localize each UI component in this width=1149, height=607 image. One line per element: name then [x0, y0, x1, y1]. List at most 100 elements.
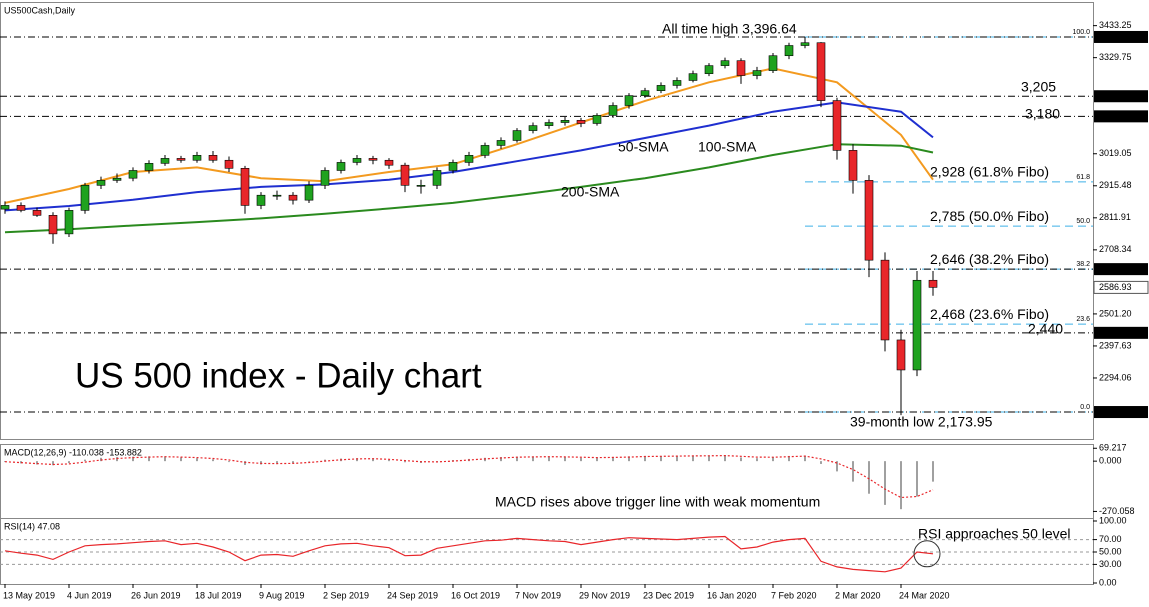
candle-body [560, 120, 570, 123]
macd-bar [52, 461, 54, 466]
candle-body [416, 185, 426, 187]
sma-line [4, 101, 934, 212]
candle-body [368, 158, 378, 161]
candle-body [784, 45, 794, 57]
y-tick-label: 0.00 [1099, 577, 1117, 587]
candle-body [752, 70, 762, 76]
y-tick-label: -270.058 [1099, 506, 1135, 516]
x-tick-label: 18 Jul 2019 [195, 590, 242, 600]
macd-bar [676, 455, 678, 462]
x-tick-label: 24 Mar 2020 [899, 590, 950, 600]
candle-body [320, 170, 330, 186]
level-label: 3140.00 [1099, 111, 1132, 121]
macd-bar [932, 461, 934, 482]
macd-bar [180, 457, 182, 462]
level-label: 2440.00 [1099, 327, 1132, 337]
level-label: 2183.95 [1099, 406, 1132, 416]
panel-title: RSI(14) 47.08 [4, 521, 60, 531]
candle-body [768, 55, 778, 71]
annotation: 3,205 [1021, 79, 1056, 95]
candle-body [160, 158, 170, 164]
candle-body [880, 259, 890, 341]
fibo-label: 2,785 (50.0% Fibo) [930, 208, 1049, 224]
candle-body [256, 194, 266, 206]
candle-body [640, 90, 650, 96]
candle-body [144, 163, 154, 171]
candle-body [80, 185, 90, 211]
macd-bar [212, 459, 214, 462]
candle-body [544, 122, 554, 126]
level-label: 2646.00 [1099, 264, 1132, 274]
signal-line [4, 454, 934, 499]
candle-body [224, 159, 234, 169]
panel-title: MACD(12,26,9) -110.038 -153.882 [4, 447, 142, 457]
candle-body [288, 194, 298, 201]
macd-bar [772, 457, 774, 462]
candle-body [0, 205, 10, 210]
macd-bar [900, 461, 902, 510]
candle-body [192, 155, 202, 161]
x-tick-label: 7 Feb 2020 [771, 590, 817, 600]
x-tick-label: 24 Sep 2019 [387, 590, 438, 600]
annotation: All time high 3,396.64 [662, 21, 797, 37]
macd-bar [244, 461, 246, 465]
x-tick-label: 29 Nov 2019 [579, 590, 630, 600]
candle-body [496, 140, 506, 146]
candle-body [112, 177, 122, 181]
candle-body [432, 170, 442, 186]
level-label: 3396.64 [1099, 31, 1132, 41]
fibo-ratio: 0.0 [1080, 404, 1090, 411]
highlight-circle [913, 540, 941, 568]
panel-frame [0, 2, 1094, 440]
macd-bar [724, 455, 726, 462]
panel-annotation: MACD rises above trigger line with weak … [495, 494, 820, 510]
candle-body [832, 100, 842, 151]
macd-bar [292, 461, 294, 464]
candle-body [272, 194, 282, 197]
level-box [1094, 110, 1148, 123]
sma-line [4, 143, 934, 234]
y-tick-label: 2708.34 [1099, 244, 1132, 254]
level-box [1094, 30, 1148, 43]
fibo-ratio: 23.6 [1076, 316, 1090, 323]
fibo-ratio: 61.8 [1076, 174, 1090, 181]
level-box [1094, 263, 1148, 276]
macd-bar [276, 461, 278, 464]
x-tick-label: 13 May 2019 [3, 590, 55, 600]
candle-body [896, 339, 906, 371]
candle-body [704, 65, 714, 74]
macd-bar [132, 456, 134, 462]
macd-bar [148, 456, 150, 462]
x-tick-label: 9 Aug 2019 [259, 590, 305, 600]
candle-body [688, 73, 698, 81]
macd-bar [372, 458, 374, 462]
macd-bar [820, 461, 822, 464]
level-box [1094, 326, 1148, 339]
macd-bar [836, 461, 838, 472]
macd-bar [532, 456, 534, 462]
candle-body [240, 168, 250, 206]
candle-body [512, 130, 522, 141]
x-tick-label: 2 Mar 2020 [835, 590, 881, 600]
x-tick-label: 16 Jan 2020 [707, 590, 757, 600]
x-tick-label: 7 Nov 2019 [515, 590, 561, 600]
macd-bar [564, 457, 566, 462]
candle-body [464, 155, 474, 163]
macd-bar [500, 457, 502, 462]
annotation: 2,440 [1028, 321, 1063, 337]
macd-bar [756, 458, 758, 462]
candle-body [576, 120, 586, 124]
candle-body [128, 170, 138, 179]
macd-bar [324, 459, 326, 462]
annotation: 3,180 [1025, 106, 1060, 122]
macd-bar [516, 456, 518, 462]
y-tick-label: 2397.63 [1099, 340, 1132, 350]
candle-body [16, 205, 26, 211]
macd-bar [548, 456, 550, 462]
annotation: 39-month low 2,173.95 [850, 414, 993, 430]
fibo-label: 2,646 (38.2% Fibo) [930, 251, 1049, 267]
y-tick-label: 2501.20 [1099, 308, 1132, 318]
candle-body [400, 164, 410, 186]
level-box [1094, 406, 1148, 419]
